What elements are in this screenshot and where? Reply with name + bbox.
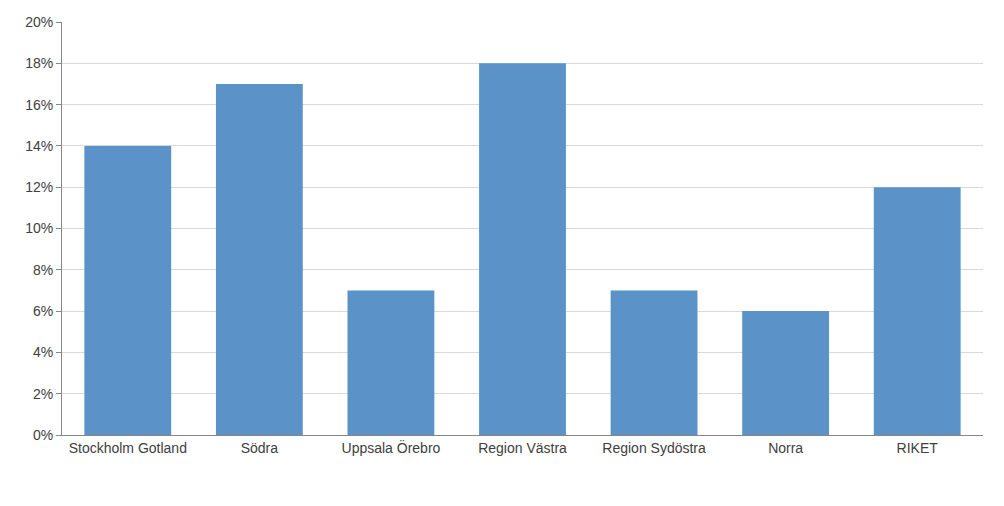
svg-text:Region Västra: Region Västra — [478, 440, 567, 456]
svg-text:4%: 4% — [33, 344, 53, 360]
svg-text:20%: 20% — [25, 14, 53, 30]
svg-text:Stockholm Gotland: Stockholm Gotland — [69, 440, 187, 456]
svg-text:Uppsala Örebro: Uppsala Örebro — [342, 439, 441, 456]
svg-text:6%: 6% — [33, 303, 53, 319]
svg-text:18%: 18% — [25, 55, 53, 71]
svg-text:10%: 10% — [25, 220, 53, 236]
svg-text:12%: 12% — [25, 179, 53, 195]
svg-text:RIKET: RIKET — [897, 440, 939, 456]
svg-text:0%: 0% — [33, 427, 53, 443]
svg-text:14%: 14% — [25, 138, 53, 154]
svg-text:Region Sydöstra: Region Sydöstra — [602, 440, 706, 456]
svg-text:2%: 2% — [33, 386, 53, 402]
svg-text:Södra: Södra — [241, 440, 279, 456]
svg-text:8%: 8% — [33, 262, 53, 278]
svg-text:16%: 16% — [25, 97, 53, 113]
svg-text:Norra: Norra — [768, 440, 803, 456]
